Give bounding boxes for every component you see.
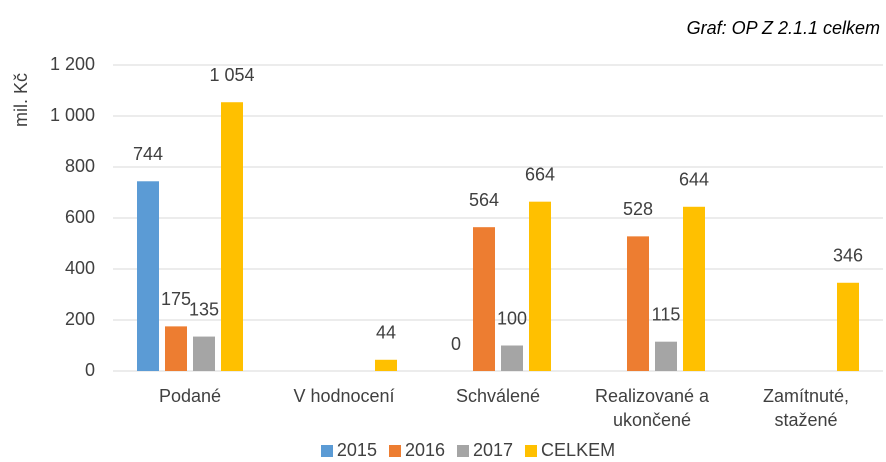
x-tick-label: Zamítnuté, stažené (762, 386, 850, 430)
y-tick-label: 1 000 (50, 105, 95, 125)
bar (529, 201, 551, 371)
y-tick-label: 400 (65, 258, 95, 278)
bar (473, 227, 495, 371)
bar (655, 341, 677, 371)
bar (627, 236, 649, 371)
y-tick-label: 200 (65, 309, 95, 329)
y-tick-label: 800 (65, 156, 95, 176)
legend-label: 2016 (404, 440, 445, 460)
legend-item: CELKEM (525, 440, 615, 461)
y-tick-label: 600 (65, 207, 95, 227)
bar (375, 359, 397, 371)
legend-swatch (320, 444, 333, 457)
x-tick-label: Realizované a ukončené (594, 386, 710, 430)
bar (501, 345, 523, 371)
data-label: 1 054 (209, 65, 254, 85)
data-label: 175 (161, 289, 191, 309)
data-label: 135 (189, 299, 219, 319)
data-label: 115 (652, 304, 681, 324)
data-label: 100 (497, 308, 527, 328)
data-label: 744 (133, 144, 163, 164)
data-label: 528 (623, 199, 653, 219)
data-label: 564 (469, 190, 499, 210)
bar (221, 102, 243, 371)
legend-swatch (388, 444, 401, 457)
legend-item: 2016 (388, 440, 445, 461)
data-label: 346 (833, 246, 863, 266)
legend: 2015 2016 2017 CELKEM (0, 440, 886, 461)
y-tick-label: 1 200 (50, 54, 95, 74)
data-label: 44 (376, 323, 396, 343)
data-label: 664 (525, 164, 555, 184)
x-tick-label: Podané (158, 386, 222, 406)
legend-label: 2015 (336, 440, 377, 460)
legend-item: 2015 (320, 440, 377, 461)
legend-swatch (525, 444, 538, 457)
y-tick-label: 0 (85, 360, 95, 380)
chart-title: Graf: OP Z 2.1.1 celkem (686, 18, 880, 38)
legend-label: 2017 (473, 440, 514, 460)
legend-swatch (457, 444, 469, 457)
data-label: 644 (679, 170, 709, 190)
bar (837, 282, 859, 371)
data-label: 0 (451, 334, 461, 354)
legend-item: 2017 (457, 440, 513, 461)
bar (683, 206, 705, 371)
bar (137, 181, 159, 371)
x-tick-label: Schválené (455, 386, 541, 406)
bar (193, 336, 215, 371)
bar (165, 326, 187, 371)
x-tick-label: V hodnocení (293, 386, 395, 406)
y-axis-title: mil. Kč (11, 73, 31, 127)
legend-label: CELKEM (541, 440, 616, 460)
